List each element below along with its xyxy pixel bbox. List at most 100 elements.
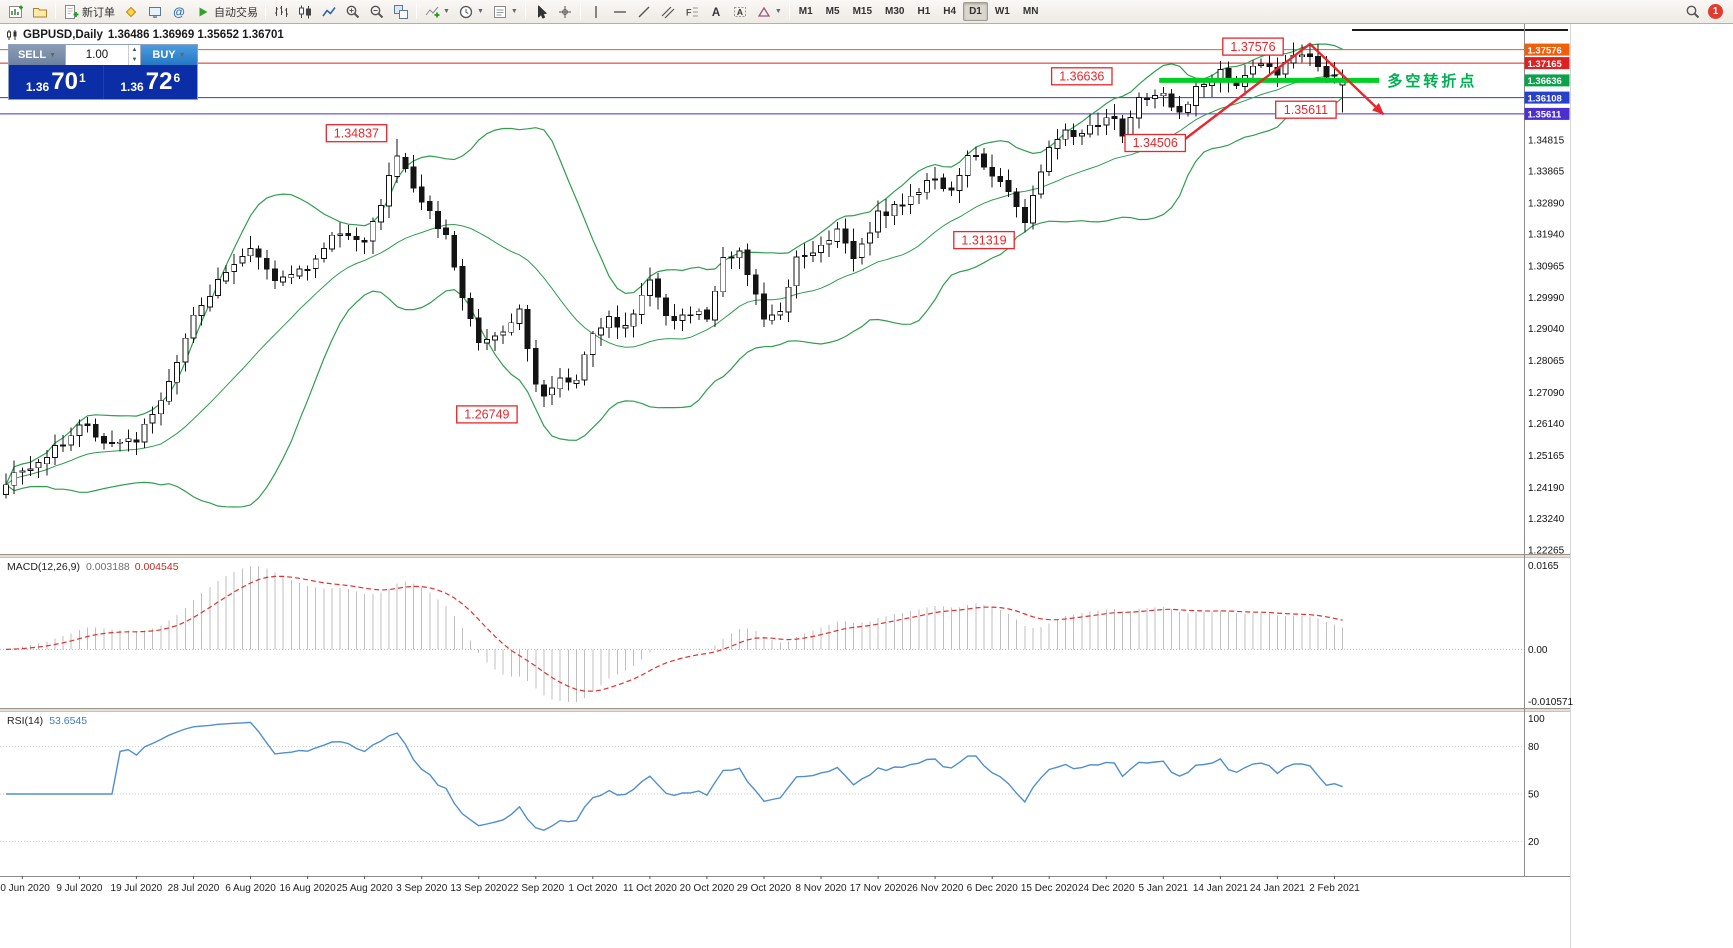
new-chart-button[interactable]: [4, 2, 28, 22]
templates-button[interactable]: ▼: [488, 2, 522, 22]
candlestick-chart-button[interactable]: [293, 2, 317, 22]
clock-icon: [459, 5, 473, 18]
cursor-button[interactable]: [529, 2, 553, 22]
channel-button[interactable]: [656, 2, 680, 22]
svg-text:@: @: [173, 5, 185, 19]
text-label-button[interactable]: A: [728, 2, 752, 22]
svg-text:F: F: [686, 7, 692, 17]
indicators-button[interactable]: ▼: [420, 2, 454, 22]
volume-stepper[interactable]: ▲ ▼: [128, 45, 140, 65]
macd-pane: [0, 566, 1524, 702]
horizontal-line-button[interactable]: [608, 2, 632, 22]
zoom-in-icon: [346, 5, 360, 18]
ask-point: 6: [173, 70, 181, 85]
one-click-trading-panel: SELL ▼ 1.00 ▲ ▼ BUY ▼ 1.36 70 1 1.36 72 6: [8, 44, 198, 100]
volume-input[interactable]: 1.00 ▲ ▼: [65, 45, 141, 65]
horizontal-line-icon: [613, 10, 626, 13]
price-annotation[interactable]: 1.37576: [1222, 37, 1284, 56]
tile-windows-button[interactable]: [389, 2, 413, 22]
new-order-button[interactable]: 新订单: [59, 2, 119, 22]
trend-arrow[interactable]: [1174, 42, 1385, 148]
metaeditor-button[interactable]: [119, 2, 143, 22]
chart-symbol-period: GBPUSD,Daily: [23, 29, 103, 41]
chart-caption-icon: [7, 30, 17, 40]
new-chart-icon: [9, 5, 23, 18]
crosshair-button[interactable]: [553, 2, 577, 22]
zoom-in-button[interactable]: [341, 2, 365, 22]
date-axis-label: 9 Jul 2020: [56, 883, 103, 894]
svg-text:1.36636: 1.36636: [1528, 76, 1562, 87]
shapes-button[interactable]: ▼: [752, 2, 786, 22]
stepper-up-icon[interactable]: ▲: [131, 47, 138, 53]
profiles-button[interactable]: [28, 2, 52, 22]
notification-badge[interactable]: 1: [1708, 4, 1723, 19]
bar-chart-button[interactable]: [269, 2, 293, 22]
zoom-out-button[interactable]: [365, 2, 389, 22]
vertical-line-button[interactable]: [584, 2, 608, 22]
candlestick-chart-icon: [299, 5, 311, 18]
timeframe-button-m30[interactable]: M30: [885, 6, 905, 17]
autotrading-button[interactable]: 自动交易: [191, 2, 262, 22]
sell-button[interactable]: SELL ▼: [9, 45, 65, 65]
stepper-down-icon[interactable]: ▼: [131, 57, 138, 63]
ask-price[interactable]: 1.36 72 6: [102, 65, 198, 99]
price-axis-label: 1.27090: [1528, 388, 1565, 399]
svg-text:1.26749: 1.26749: [464, 408, 509, 422]
price-annotation[interactable]: 1.35611: [1275, 100, 1337, 119]
toolbar-separator: [524, 4, 526, 19]
main-toolbar: 新订单 @ 自动交易 ▼ ▼ ▼ F A A ▼ M1 M5 M15 M30 H1 H4 D…: [0, 0, 1733, 24]
timeframe-button-m5[interactable]: M5: [825, 6, 840, 17]
timeframe-button-mn[interactable]: MN: [1022, 6, 1039, 17]
community-button[interactable]: @: [167, 2, 191, 22]
svg-text:1.31319: 1.31319: [961, 233, 1006, 247]
chart-area[interactable]: 1.37576 1.36636 1.34837 1.34506 1.35611 1.313…: [0, 24, 1733, 948]
macd-axis-zero: 0.00: [1528, 645, 1548, 656]
svg-text:1.37576: 1.37576: [1230, 40, 1275, 54]
rsi-value: 53.6545: [49, 715, 88, 727]
price-tag: 1.36108: [1524, 91, 1570, 104]
market-button[interactable]: [143, 2, 167, 22]
date-axis-label: 11 Oct 2020: [623, 883, 677, 894]
periods-button[interactable]: ▼: [454, 2, 488, 22]
bollinger-upper-band: [5, 43, 1343, 485]
price-annotation[interactable]: 1.34506: [1124, 133, 1187, 153]
timeframe-button-h4[interactable]: H4: [943, 6, 957, 17]
price-chart-canvas[interactable]: 1.37576 1.36636 1.34837 1.34506 1.35611 1.313…: [0, 24, 1733, 948]
main-price-pane[interactable]: 1.37576 1.36636 1.34837 1.34506 1.35611 1.313…: [0, 37, 1524, 508]
timeframe-button-w1[interactable]: W1: [994, 6, 1010, 17]
price-tag: 1.36636: [1524, 74, 1570, 87]
date-axis-label: 26 Nov 2020: [907, 883, 964, 894]
trendline-button[interactable]: [632, 2, 656, 22]
price-annotation[interactable]: 1.34837: [325, 124, 388, 143]
bid-pips: 70: [51, 68, 78, 95]
price-axis-label: 1.25165: [1528, 451, 1565, 462]
timeframe-button-m15[interactable]: M15: [852, 6, 873, 17]
svg-text:A: A: [712, 7, 720, 19]
metaeditor-icon: [125, 6, 137, 17]
timeframe-button-h1[interactable]: H1: [917, 6, 931, 17]
price-axis-label: 1.34815: [1528, 135, 1565, 146]
price-annotation[interactable]: 1.31319: [953, 230, 1015, 250]
pane-separator[interactable]: [0, 708, 1570, 712]
search-button[interactable]: [1681, 2, 1705, 22]
date-axis-label: 30 Jun 2020: [0, 883, 50, 894]
timeframe-button-m1[interactable]: M1: [798, 6, 813, 17]
fibonacci-button[interactable]: F: [680, 2, 704, 22]
macd-signal-line: [5, 575, 1343, 692]
macd-title-label: MACD(12,26,9): [7, 561, 80, 573]
timeframe-button-d1[interactable]: D1: [963, 2, 988, 21]
price-annotation[interactable]: 1.26749: [456, 405, 518, 424]
line-chart-button[interactable]: [317, 2, 341, 22]
channel-icon: [661, 6, 675, 18]
zoom-out-icon: [370, 5, 384, 18]
price-annotation[interactable]: 1.36636: [1050, 67, 1113, 86]
pane-separator[interactable]: [0, 554, 1570, 558]
text-button[interactable]: A: [704, 2, 728, 22]
bid-price[interactable]: 1.36 70 1: [9, 65, 103, 99]
pivot-label[interactable]: 多空转折点: [1387, 72, 1477, 90]
arrow-shape-icon: [757, 6, 770, 17]
macd-axis-top: 0.0165: [1528, 561, 1559, 572]
bar-chart-icon: [275, 5, 288, 17]
buy-button[interactable]: BUY ▼: [141, 45, 197, 65]
toolbar-separator: [55, 4, 56, 19]
